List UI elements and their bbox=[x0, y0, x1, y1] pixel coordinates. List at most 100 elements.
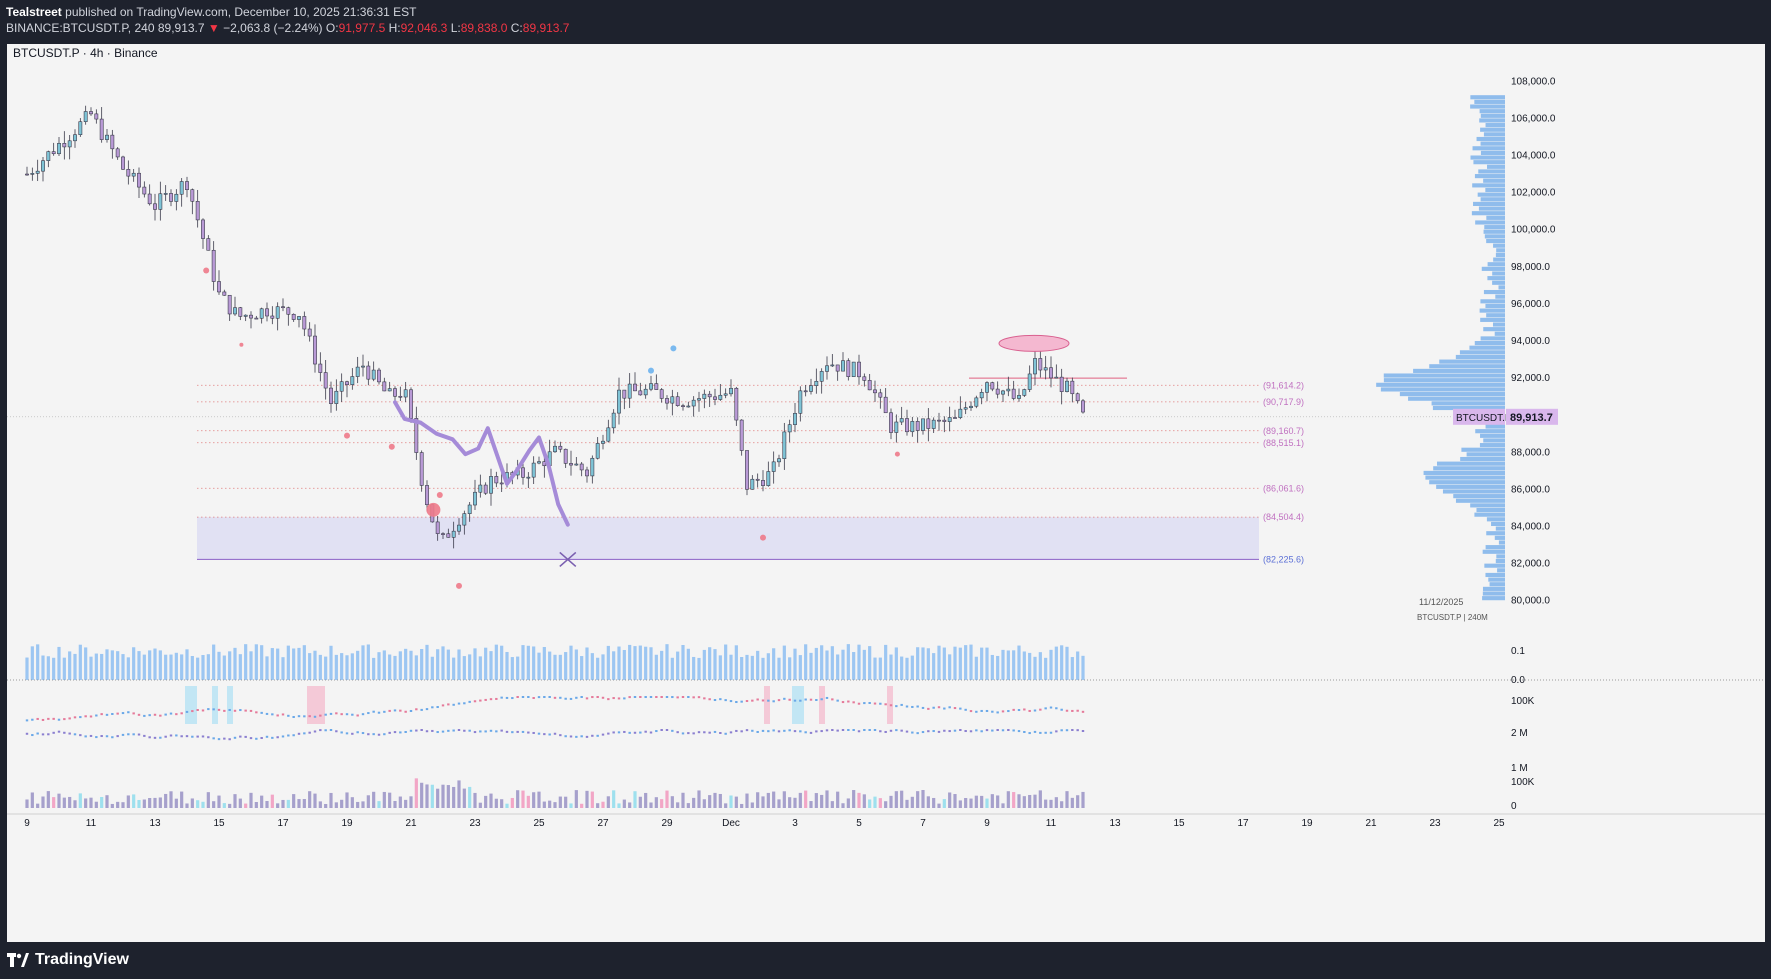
volume-bar bbox=[169, 654, 173, 680]
candle-body bbox=[1011, 388, 1016, 399]
candle-body bbox=[793, 412, 797, 425]
volume-profile-bar bbox=[1473, 160, 1505, 165]
indicator-mark bbox=[153, 736, 157, 739]
indicator-mark bbox=[212, 708, 215, 711]
candle-body bbox=[462, 513, 467, 526]
indicator-mark bbox=[495, 730, 498, 733]
candle bbox=[953, 409, 957, 419]
volume-bar bbox=[526, 645, 530, 680]
volume-profile-bar bbox=[1408, 396, 1505, 401]
indicator-mark bbox=[532, 731, 535, 734]
candle bbox=[526, 472, 531, 489]
indicator-mark bbox=[889, 729, 893, 732]
indicator-mark bbox=[777, 730, 781, 733]
volume-bar bbox=[377, 652, 381, 680]
candle-body bbox=[1081, 400, 1085, 413]
indicator-mark bbox=[543, 733, 546, 736]
candle-body bbox=[46, 151, 51, 161]
indicator-bar bbox=[1076, 795, 1080, 808]
candle-body bbox=[558, 445, 563, 450]
indicator-mark bbox=[548, 733, 551, 736]
volume-bar bbox=[1065, 646, 1069, 680]
indicator-mark bbox=[655, 730, 658, 733]
indicator-mark bbox=[628, 731, 631, 734]
candle-body bbox=[169, 193, 173, 202]
indicator-mark bbox=[740, 700, 743, 703]
candle bbox=[158, 181, 163, 221]
candle-body bbox=[254, 317, 259, 320]
indicator-bar bbox=[580, 803, 584, 808]
indicator-bar bbox=[558, 796, 562, 808]
indicator-mark bbox=[665, 729, 669, 731]
volume-bar bbox=[766, 653, 770, 680]
indicator-bar bbox=[889, 795, 893, 808]
candle bbox=[739, 419, 744, 456]
indicator-mark bbox=[361, 732, 365, 735]
volume-profile-bar bbox=[1479, 308, 1505, 313]
indicator-bar bbox=[414, 778, 418, 808]
candle bbox=[414, 406, 419, 460]
candle bbox=[1075, 392, 1080, 404]
indicator-bar bbox=[148, 798, 152, 808]
x-tick-label: 5 bbox=[856, 818, 862, 829]
candle-body bbox=[574, 463, 579, 466]
indicator-mark bbox=[79, 734, 82, 737]
volume-bar bbox=[942, 647, 946, 680]
price-chart[interactable]: BTCUSDT.P · 4h · BinanceUSDT(91,614.2)(9… bbox=[7, 44, 1765, 942]
indicator-bar bbox=[265, 800, 269, 808]
candle bbox=[819, 368, 824, 394]
volume-profile-bar bbox=[1480, 336, 1505, 341]
volume-tick-label: 0.0 bbox=[1511, 675, 1525, 686]
indicator-mark bbox=[585, 735, 589, 738]
candle bbox=[110, 129, 115, 159]
volume-profile-bar bbox=[1498, 540, 1505, 545]
indicator-mark bbox=[367, 733, 370, 736]
indicator-mark bbox=[207, 736, 210, 739]
indicator-bar bbox=[196, 800, 200, 808]
candle-body bbox=[665, 398, 669, 404]
indicator-mark bbox=[196, 709, 199, 712]
indicator-bar bbox=[686, 803, 690, 808]
indicator-bar bbox=[772, 791, 776, 808]
chart-area[interactable]: BTCUSDT.P · 4h · BinanceUSDT(91,614.2)(9… bbox=[7, 44, 1765, 942]
volume-bar bbox=[713, 649, 717, 680]
indicator-mark bbox=[681, 696, 685, 698]
candle-body bbox=[723, 393, 728, 396]
volume-profile-bar bbox=[1425, 475, 1505, 480]
indicator-bar bbox=[164, 793, 168, 808]
volume-profile-bar bbox=[1480, 113, 1505, 118]
indicator-mark bbox=[367, 712, 370, 715]
indicator-bar bbox=[820, 794, 824, 808]
indicator-mark bbox=[329, 729, 333, 731]
volume-bar bbox=[836, 654, 840, 680]
indicator-bar bbox=[916, 791, 920, 808]
indicator-mark bbox=[948, 706, 951, 709]
target-marker-icon bbox=[559, 551, 577, 568]
footer-bar: TradingView bbox=[0, 942, 1771, 979]
volume-profile-bar bbox=[1470, 104, 1505, 109]
liquidation-dot bbox=[894, 451, 900, 457]
indicator-bar bbox=[84, 798, 88, 808]
candle-body bbox=[419, 452, 424, 486]
candle bbox=[798, 386, 803, 422]
indicator-mark bbox=[324, 729, 327, 732]
indicator-bar bbox=[324, 803, 328, 808]
indicator-mark bbox=[169, 734, 173, 737]
volume-profile-bar bbox=[1480, 433, 1505, 438]
indicator-bar bbox=[68, 796, 72, 808]
indicator-mark bbox=[420, 708, 423, 711]
author-name[interactable]: Tealstreet bbox=[6, 5, 62, 19]
volume-bar bbox=[244, 644, 248, 680]
indicator-tick-label: 0 bbox=[1511, 801, 1517, 812]
volume-bar bbox=[894, 647, 898, 680]
tradingview-logo[interactable]: TradingView bbox=[7, 951, 129, 969]
indicator-mark bbox=[516, 730, 519, 733]
indicator-mark bbox=[639, 696, 642, 698]
candle-body bbox=[355, 366, 360, 377]
indicator-bar bbox=[665, 790, 669, 808]
candle bbox=[243, 314, 248, 322]
indicator-mark bbox=[84, 715, 87, 718]
candle-body bbox=[286, 307, 291, 315]
indicator-mark bbox=[612, 697, 615, 700]
indicator-bar bbox=[57, 793, 61, 808]
